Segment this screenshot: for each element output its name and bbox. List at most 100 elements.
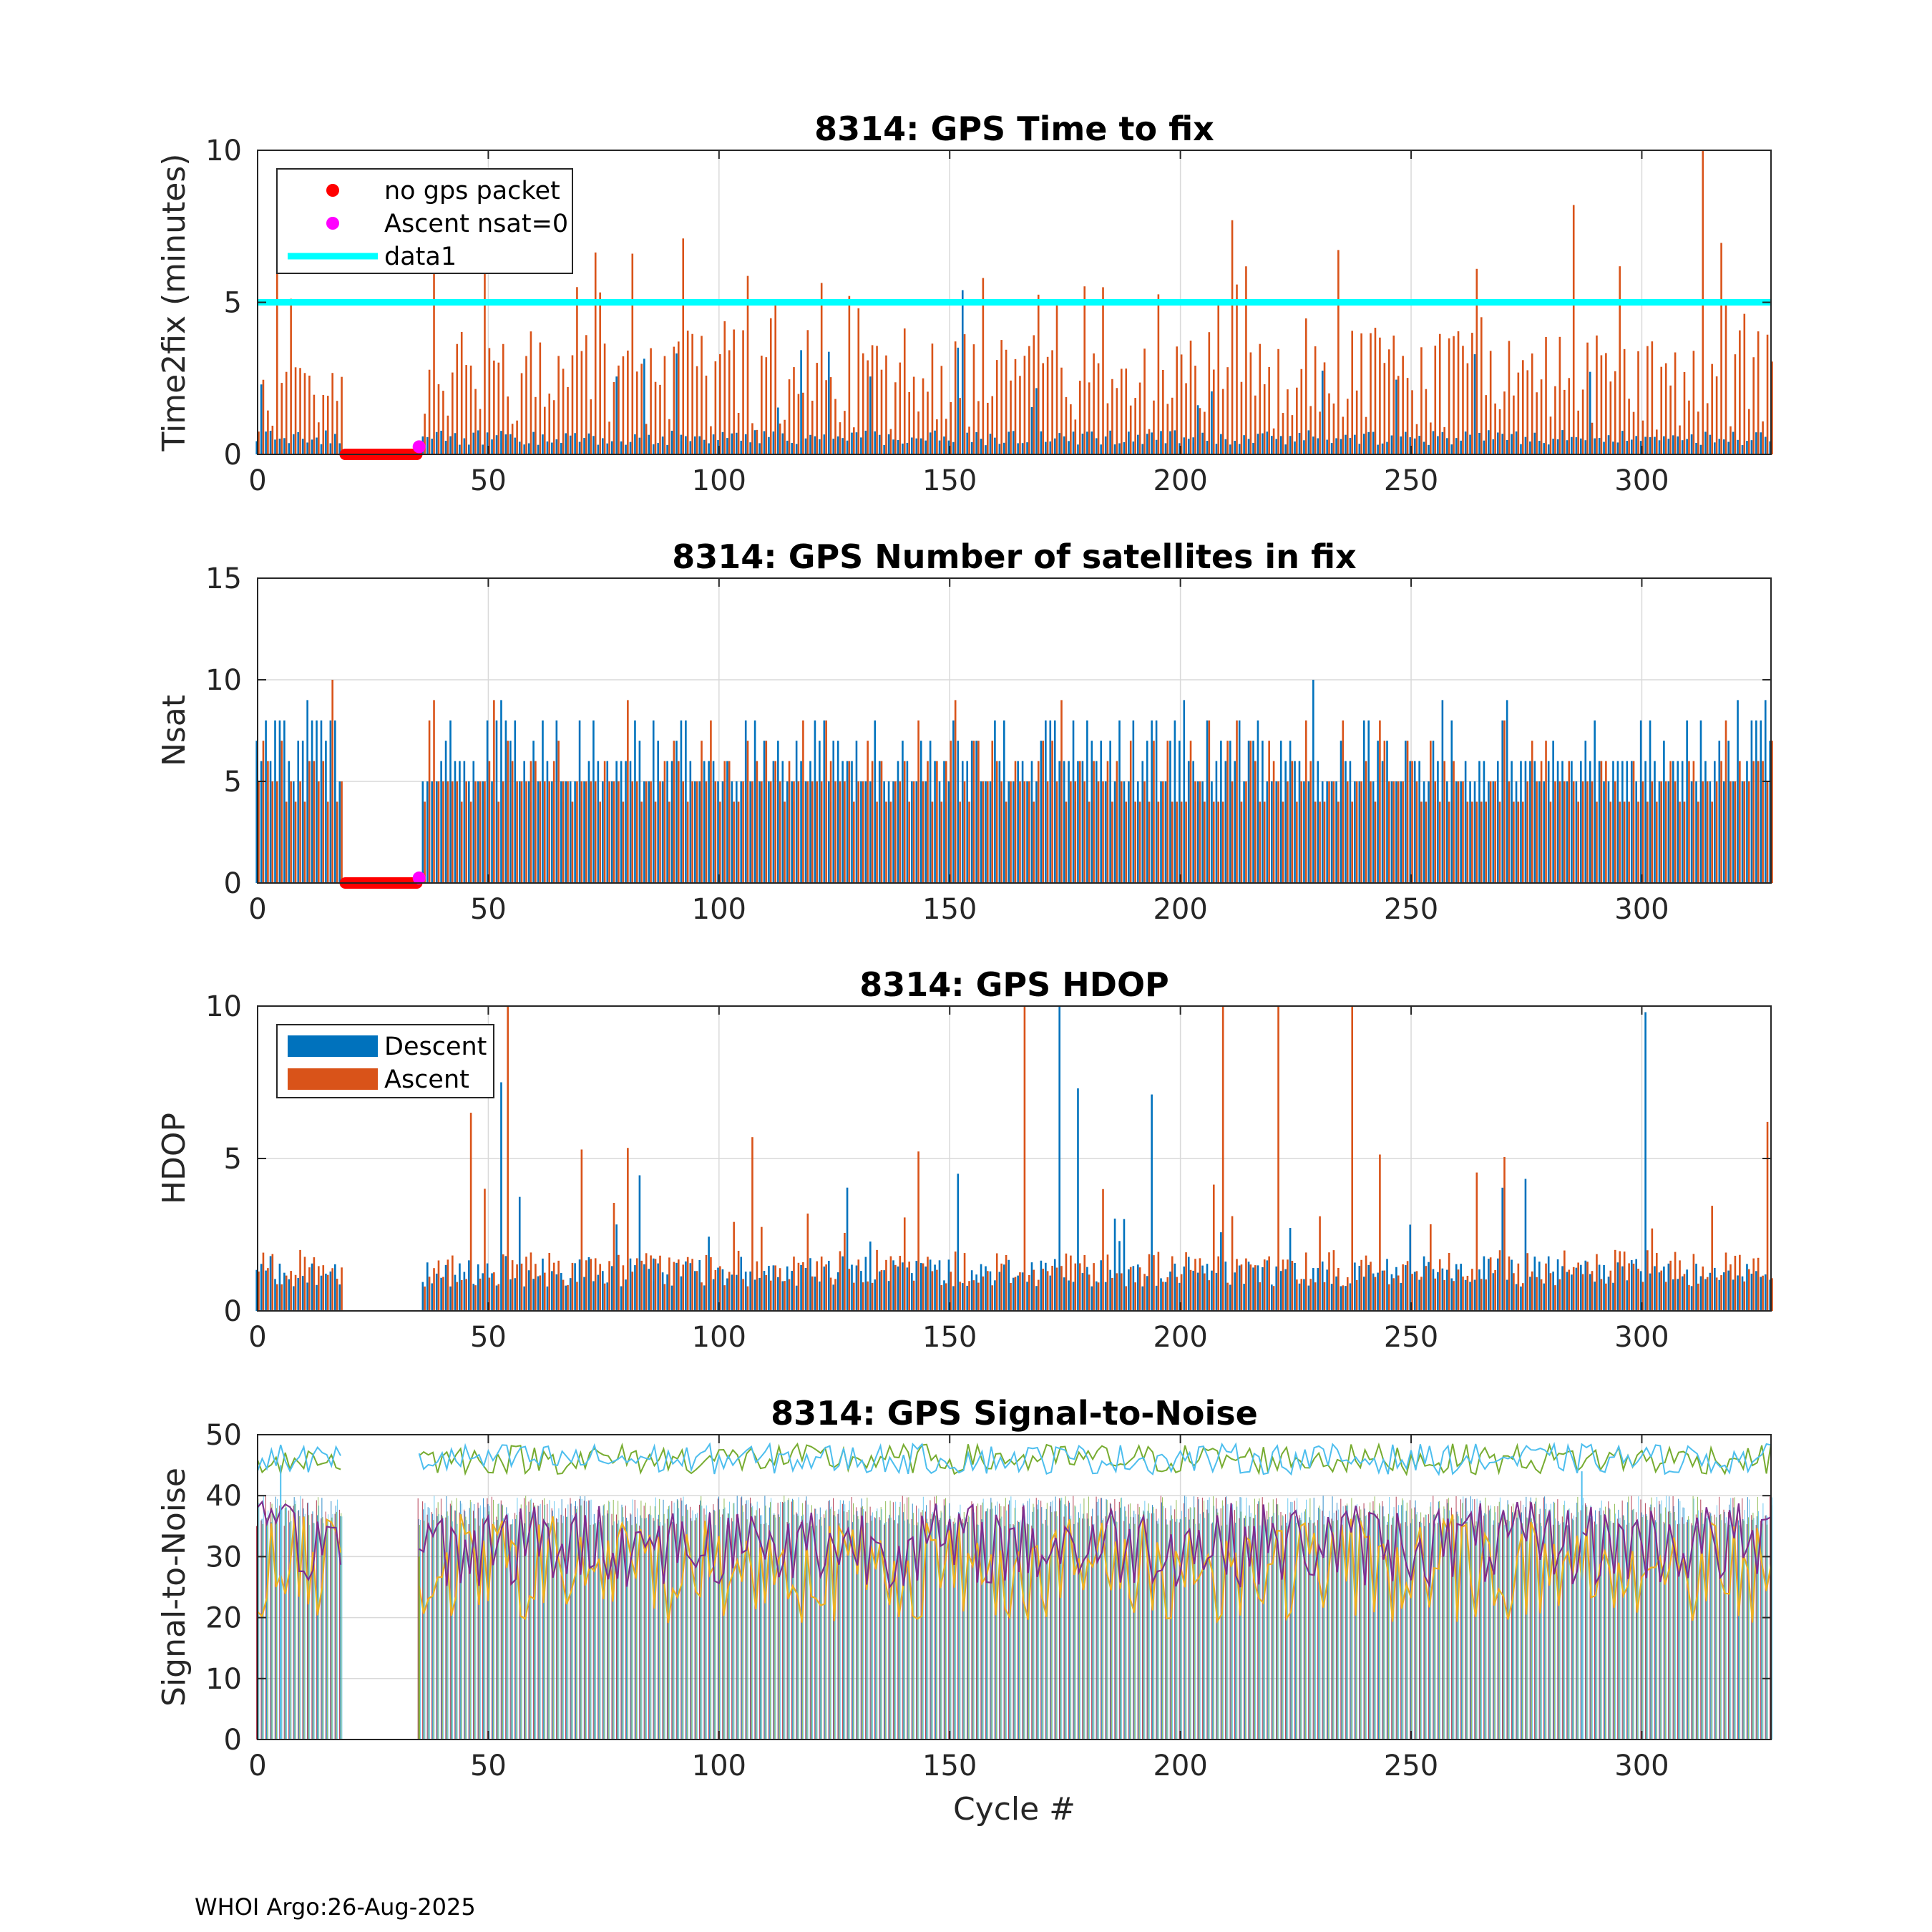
snr-bar (653, 1518, 654, 1740)
chart-title: 8314: GPS Number of satellites in fix (672, 537, 1356, 576)
bar-descent (661, 781, 664, 883)
bar-ascent (972, 741, 975, 883)
bar-ascent (1521, 801, 1524, 883)
bar-ascent (1337, 250, 1340, 454)
snr-bar (924, 1511, 926, 1740)
snr-bar (608, 1501, 610, 1740)
snr-bar (566, 1516, 567, 1740)
bar-descent (1511, 761, 1513, 883)
data-layer (255, 150, 1773, 460)
snr-bar (1042, 1523, 1043, 1740)
snr-bar (474, 1518, 476, 1740)
bar-descent (1455, 1264, 1458, 1311)
bar-ascent (862, 1282, 864, 1311)
bar-ascent (433, 700, 435, 883)
bar-ascent (719, 353, 721, 454)
bar-descent (1441, 431, 1444, 454)
snr-bar (1249, 1516, 1251, 1740)
snr-bar (967, 1522, 969, 1740)
bar-ascent (1526, 781, 1529, 883)
bar-ascent (1166, 1277, 1169, 1311)
bar-descent (980, 439, 982, 454)
bar-descent (721, 1269, 724, 1311)
bar-descent (749, 781, 751, 883)
snr-bar (1642, 1514, 1644, 1740)
bar-descent (1566, 1272, 1568, 1311)
snr-bar (1460, 1499, 1461, 1740)
bar-descent (1358, 781, 1361, 883)
bar-descent (610, 1266, 613, 1311)
bar-ascent (963, 781, 966, 883)
snr-bar (1121, 1497, 1123, 1740)
bar-ascent (1083, 286, 1086, 454)
bar-ascent (1065, 396, 1068, 454)
snr-bar (1055, 1511, 1057, 1740)
bar-ascent (1055, 1267, 1058, 1311)
chart-title: 8314: GPS Signal-to-Noise (771, 1394, 1258, 1433)
bar-ascent (751, 1137, 753, 1311)
bar-descent (320, 1275, 323, 1311)
bar-ascent (1060, 1266, 1063, 1311)
bar-descent (989, 434, 992, 454)
bar-descent (1603, 1264, 1605, 1311)
snr-bar (773, 1515, 774, 1740)
bar-descent (1755, 432, 1757, 454)
snr-bar (916, 1506, 917, 1740)
bar-ascent (774, 761, 776, 883)
snr-bar (640, 1501, 642, 1740)
bar-descent (693, 1271, 696, 1311)
bar-ascent (428, 369, 431, 454)
snr-bar (720, 1516, 721, 1740)
bar-ascent (1088, 801, 1091, 883)
bar-descent (1224, 1262, 1227, 1311)
snr-bar (497, 1504, 499, 1740)
bar-ascent (488, 761, 491, 883)
bar-ascent (899, 362, 902, 454)
bar-ascent (991, 741, 994, 883)
snr-bar (1725, 1517, 1727, 1740)
snr-bar (1171, 1515, 1172, 1740)
snr-bar (968, 1516, 970, 1740)
bar-ascent (710, 1257, 712, 1311)
bar-descent (1155, 720, 1158, 883)
bar-descent (1455, 781, 1458, 883)
bar-ascent (756, 761, 758, 883)
bar-descent (685, 1261, 687, 1311)
bar-ascent (525, 356, 527, 454)
bar-ascent (940, 801, 943, 883)
bar-descent (1571, 436, 1573, 454)
snr-bar (985, 1511, 986, 1740)
snr-bar (1435, 1523, 1436, 1740)
snr-bar (1749, 1499, 1750, 1740)
snr-bar (1287, 1498, 1289, 1740)
bar-descent (957, 1174, 960, 1311)
snr-bar (1101, 1498, 1103, 1740)
snr-bar (479, 1526, 480, 1740)
bar-ascent (950, 741, 952, 883)
snr-bar (1199, 1513, 1201, 1740)
bar-descent (1450, 720, 1453, 883)
bar-ascent (613, 381, 615, 454)
bar-descent (334, 434, 336, 454)
snr-bar (857, 1516, 859, 1740)
snr-bar (870, 1516, 872, 1740)
snr-bar (1425, 1514, 1427, 1740)
snr-bar (669, 1505, 670, 1740)
bar-ascent (567, 386, 569, 454)
bar-descent (555, 1274, 558, 1311)
snr-bar (625, 1518, 627, 1740)
snr-bar (1714, 1525, 1716, 1740)
snr-bar (1553, 1501, 1555, 1740)
snr-bar (592, 1524, 594, 1740)
snr-bar (922, 1496, 924, 1740)
bar-ascent (857, 308, 860, 454)
snr-bar (509, 1524, 511, 1740)
bar-ascent (484, 1189, 486, 1311)
snr-bar (1135, 1513, 1136, 1740)
bar-ascent (691, 1259, 693, 1311)
snr-bar (1138, 1507, 1140, 1740)
bar-descent (1307, 781, 1310, 883)
bar-descent (1552, 1272, 1554, 1311)
snr-bar (1341, 1523, 1342, 1740)
snr-bar (631, 1525, 633, 1740)
